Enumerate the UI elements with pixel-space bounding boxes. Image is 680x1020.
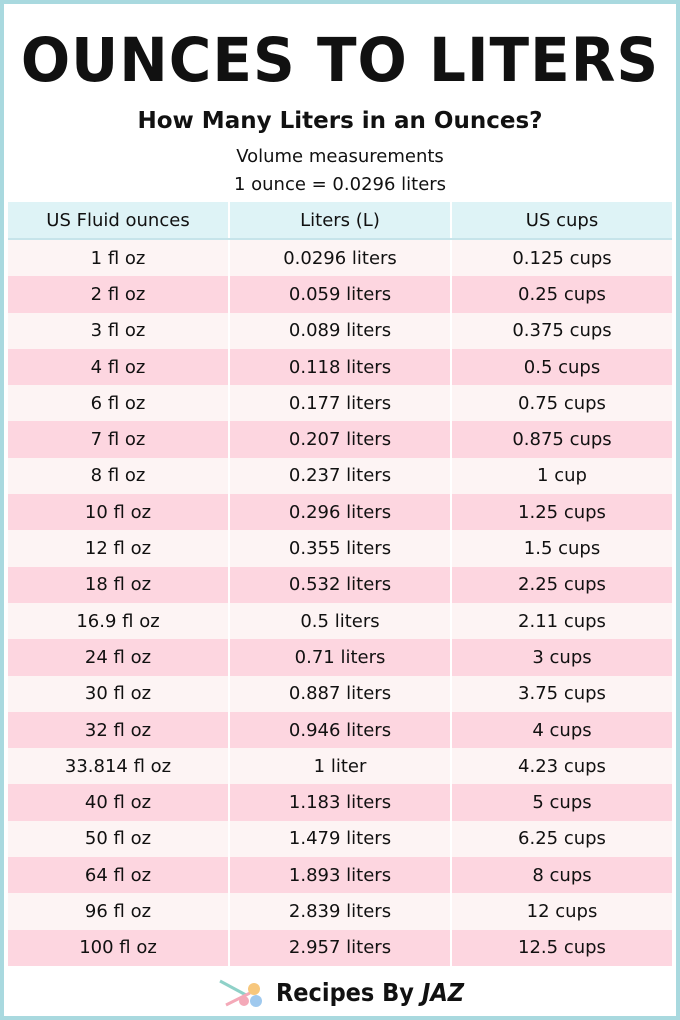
table-cell: 1 cup: [537, 465, 587, 487]
table-cell: 16.9 fl oz: [8, 602, 230, 640]
table-cell: 0.875 cups: [512, 429, 612, 451]
table-cell: 64 fl oz: [8, 857, 230, 894]
table-row: 40 fl oz 1.183 liters 5 cups: [8, 784, 672, 821]
table-cell: 2.839 liters: [230, 893, 452, 930]
table-cell: 0.71 liters: [230, 639, 452, 676]
table-cell: 0.177 liters: [230, 385, 452, 422]
table-cell: 0.355 liters: [230, 530, 452, 567]
table-row: 6 fl oz 0.177 liters 0.75 cups: [8, 385, 672, 422]
column-header: Liters (L): [230, 202, 452, 238]
table-cell: 1.479 liters: [230, 820, 452, 858]
table-cell: 0.207 liters: [230, 421, 452, 458]
table-cell: 4 fl oz: [8, 348, 230, 386]
table-row: 50 fl oz 1.479 liters 6.25 cups: [8, 820, 672, 858]
table-cell: 10 fl oz: [8, 494, 230, 531]
table-row: 30 fl oz 0.887 liters 3.75 cups: [8, 675, 672, 712]
table-row: 32 fl oz 0.946 liters 4 cups: [8, 711, 672, 749]
table-cell: 2.957 liters: [230, 929, 452, 966]
table-cell: 2 fl oz: [8, 276, 230, 313]
table-row: 8 fl oz 0.237 liters 1 cup: [8, 457, 672, 495]
table-cell: 2.25 cups: [518, 574, 606, 596]
table-cell: 0.059 liters: [230, 276, 452, 313]
table-cell: 12.5 cups: [518, 937, 606, 959]
table-row: 3 fl oz 0.089 liters 0.375 cups: [8, 312, 672, 349]
table-cell: 1.25 cups: [518, 501, 606, 523]
table-row: 18 fl oz 0.532 liters 2.25 cups: [8, 566, 672, 603]
table-cell: 4 cups: [532, 719, 592, 741]
table-row: 1 fl oz 0.0296 liters 0.125 cups: [8, 240, 672, 277]
table-cell: 7 fl oz: [8, 421, 230, 458]
table-cell: 4.23 cups: [518, 755, 606, 777]
table-cell: 6 fl oz: [8, 385, 230, 422]
table-cell: 100 fl oz: [8, 929, 230, 966]
table-cell: 0.25 cups: [518, 283, 606, 305]
table-cell: 2.11 cups: [518, 610, 606, 632]
table-cell: 0.125 cups: [512, 247, 612, 269]
title: OUNCES TO LITERS: [20, 24, 660, 96]
table-cell: 40 fl oz: [8, 784, 230, 821]
table-cell: 0.532 liters: [230, 566, 452, 603]
table-cell: 0.118 liters: [230, 348, 452, 386]
column-header: US Fluid ounces: [8, 202, 230, 238]
table-cell: 50 fl oz: [8, 820, 230, 858]
table-cell: 6.25 cups: [518, 828, 606, 850]
table-row: 12 fl oz 0.355 liters 1.5 cups: [8, 530, 672, 567]
table-cell: 5 cups: [532, 792, 592, 814]
table-cell: 0.887 liters: [230, 675, 452, 712]
table-row: 64 fl oz 1.893 liters 8 cups: [8, 857, 672, 894]
table-cell: 0.375 cups: [512, 320, 612, 342]
table-row: 100 fl oz 2.957 liters 12.5 cups: [8, 929, 672, 966]
table-cell: 1 liter: [230, 748, 452, 785]
table-cell: 1.893 liters: [230, 857, 452, 894]
column-header: US cups: [525, 209, 599, 231]
conversion-table: US Fluid ounces Liters (L) US cups 1 fl oz 0…: [8, 202, 672, 966]
table-cell: 0.089 liters: [230, 312, 452, 349]
brand-emphasis: JAZ: [421, 977, 465, 1007]
logo-icon: [219, 979, 262, 1007]
table-cell: 12 fl oz: [8, 530, 230, 567]
table-cell: 33.814 fl oz: [8, 748, 230, 785]
table-cell: 18 fl oz: [8, 566, 230, 603]
table-row: 4 fl oz 0.118 liters 0.5 cups: [8, 348, 672, 386]
table-cell: 96 fl oz: [8, 893, 230, 930]
table-cell: 0.5 liters: [230, 602, 452, 640]
subtitle: How Many Liters in an Ounces?: [137, 108, 543, 134]
footer: Recipes By JAZ: [4, 972, 676, 1012]
table-cell: 0.0296 liters: [230, 240, 452, 277]
table-cell: 3.75 cups: [518, 683, 606, 705]
table-cell: 0.296 liters: [230, 494, 452, 531]
table-cell: 1.183 liters: [230, 784, 452, 821]
table-cell: 32 fl oz: [8, 711, 230, 749]
table-cell: 3 fl oz: [8, 312, 230, 349]
table-cell: 24 fl oz: [8, 639, 230, 676]
table-cell: 0.237 liters: [230, 457, 452, 495]
table-cell: 8 fl oz: [8, 457, 230, 495]
table-row: 96 fl oz 2.839 liters 12 cups: [8, 893, 672, 930]
brand: Recipes By: [275, 977, 414, 1007]
table-cell: 1.5 cups: [523, 538, 601, 560]
table-cell: 12 cups: [526, 900, 598, 922]
table-cell: 30 fl oz: [8, 675, 230, 712]
header-row: US Fluid ounces Liters (L) US cups: [8, 202, 672, 240]
table-row: 24 fl oz 0.71 liters 3 cups: [8, 639, 672, 676]
table-cell: 0.946 liters: [230, 711, 452, 749]
caption: 1 ounce = 0.0296 liters: [233, 174, 447, 195]
table-row: 7 fl oz 0.207 liters 0.875 cups: [8, 421, 672, 458]
table-cell: 0.75 cups: [518, 392, 606, 414]
table-cell: 0.5 cups: [523, 356, 601, 378]
table-row: 10 fl oz 0.296 liters 1.25 cups: [8, 494, 672, 531]
caption: Volume measurements: [236, 146, 444, 167]
table-cell: 1 fl oz: [8, 240, 230, 277]
table-row: 33.814 fl oz 1 liter 4.23 cups: [8, 748, 672, 785]
table-cell: 8 cups: [532, 864, 592, 886]
table-cell: 3 cups: [532, 646, 592, 668]
table-row: 2 fl oz 0.059 liters 0.25 cups: [8, 276, 672, 313]
table-row: 16.9 fl oz 0.5 liters 2.11 cups: [8, 602, 672, 640]
